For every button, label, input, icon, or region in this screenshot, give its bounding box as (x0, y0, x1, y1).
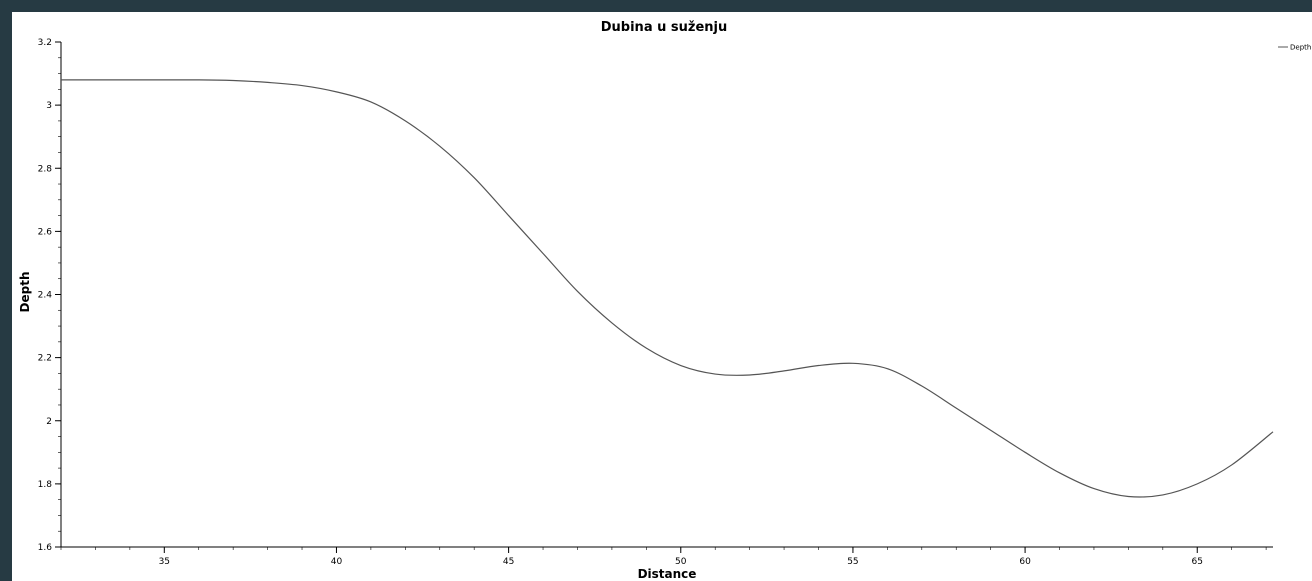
x-tick-label: 65 (1192, 557, 1203, 567)
chart-frame: Dubina u suženju 1.6 1.8 2 2.2 2.4 2.6 2.8 3 3.2… (12, 12, 1312, 581)
x-tick-label: 50 (675, 557, 687, 567)
y-tick-label: 1.6 (38, 543, 53, 553)
x-tick-label: 55 (847, 557, 858, 567)
x-tick-label: 40 (331, 557, 343, 567)
y-tick-label: 3.2 (38, 38, 52, 48)
x-tick-label: 35 (159, 557, 170, 567)
y-tick-label: 2 (46, 417, 52, 427)
y-tick-label: 2.2 (38, 354, 52, 364)
x-tick-label: 45 (503, 557, 514, 567)
y-tick-label: 3 (46, 101, 52, 111)
chart-title: Dubina u suženju (601, 20, 727, 35)
y-axis-title: Depth (18, 272, 32, 313)
depth-series-line (60, 79, 1274, 498)
y-tick-label: 2.4 (38, 291, 53, 301)
legend-label-depth: Depth (1290, 44, 1311, 52)
y-ticks: 1.6 1.8 2 2.2 2.4 2.6 2.8 3 3.2 (38, 38, 61, 553)
legend: Depth (1278, 44, 1311, 52)
x-axis-title: Distance (638, 567, 697, 581)
depth-chart: Dubina u suženju 1.6 1.8 2 2.2 2.4 2.6 2.8 3 3.2… (18, 20, 1311, 581)
x-ticks: 35 40 45 50 55 60 65 (60, 547, 1267, 567)
y-tick-label: 2.8 (38, 164, 53, 174)
y-tick-label: 1.8 (38, 480, 53, 490)
x-tick-label: 60 (1019, 557, 1031, 567)
y-tick-label: 2.6 (38, 227, 53, 237)
